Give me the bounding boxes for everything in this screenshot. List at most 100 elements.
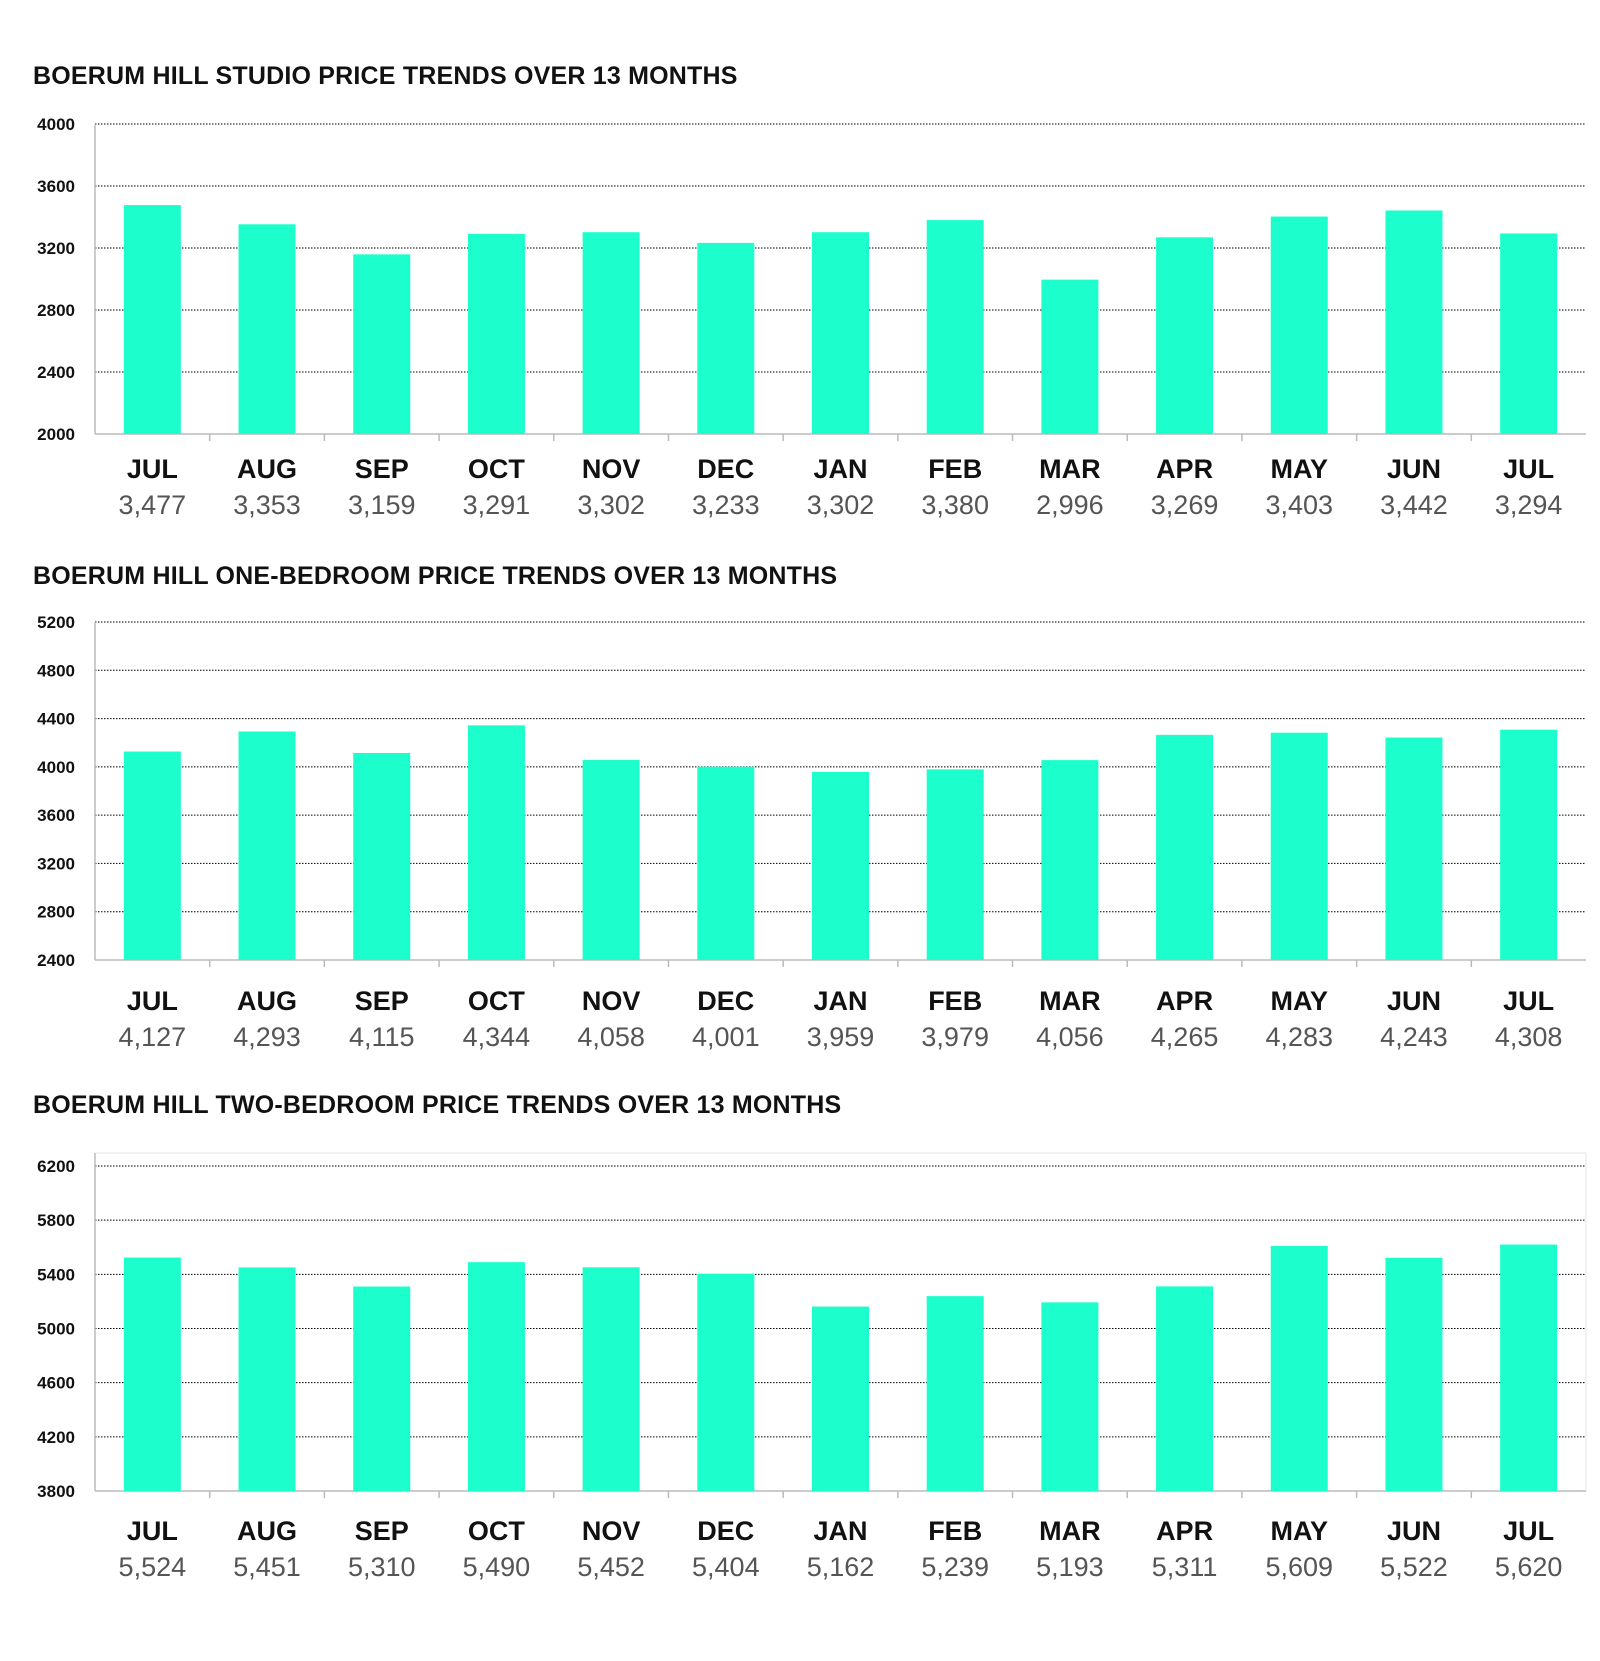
bar xyxy=(812,771,869,960)
bar xyxy=(1041,1302,1099,1491)
bar xyxy=(467,233,525,434)
bar xyxy=(1385,210,1443,434)
value-label: 5,404 xyxy=(692,1552,760,1582)
value-label: 3,302 xyxy=(807,490,875,520)
y-tick-label: 5200 xyxy=(37,613,75,632)
category-label: JUL xyxy=(127,986,178,1016)
category-label: FEB xyxy=(928,986,982,1016)
value-label: 4,056 xyxy=(1036,1022,1104,1052)
value-label: 4,265 xyxy=(1151,1022,1219,1052)
bar xyxy=(926,220,984,434)
value-label: 5,490 xyxy=(463,1552,531,1582)
category-label: FEB xyxy=(928,454,982,484)
value-label: 5,609 xyxy=(1265,1552,1333,1582)
category-label: MAR xyxy=(1039,1516,1101,1546)
value-label: 4,001 xyxy=(692,1022,760,1052)
bar xyxy=(238,224,296,434)
bar xyxy=(697,766,755,960)
category-label: MAY xyxy=(1271,454,1329,484)
bar xyxy=(582,232,640,434)
value-label: 5,310 xyxy=(348,1552,416,1582)
bar xyxy=(353,1286,411,1491)
bar xyxy=(1385,1257,1443,1491)
bar xyxy=(238,1267,296,1491)
bar xyxy=(123,1257,181,1491)
value-label: 5,522 xyxy=(1380,1552,1448,1582)
y-tick-label: 2400 xyxy=(37,951,75,970)
value-label: 3,442 xyxy=(1380,490,1448,520)
category-label: JUN xyxy=(1387,454,1441,484)
category-label: AUG xyxy=(237,1516,297,1546)
category-label: JAN xyxy=(813,986,867,1016)
bar xyxy=(1041,760,1099,960)
bar xyxy=(582,1267,640,1491)
bar xyxy=(926,1296,984,1491)
y-tick-label: 2000 xyxy=(37,425,75,444)
y-tick-label: 5800 xyxy=(37,1211,75,1230)
bar xyxy=(582,759,640,960)
category-label: APR xyxy=(1156,986,1213,1016)
value-label: 4,127 xyxy=(119,1022,187,1052)
value-label: 5,239 xyxy=(921,1552,989,1582)
value-label: 4,283 xyxy=(1265,1022,1333,1052)
category-label: AUG xyxy=(237,454,297,484)
value-label: 4,308 xyxy=(1495,1022,1563,1052)
y-tick-label: 4600 xyxy=(37,1374,75,1393)
bar xyxy=(1385,737,1443,960)
value-label: 3,302 xyxy=(577,490,645,520)
y-tick-label: 4000 xyxy=(37,758,75,777)
bar xyxy=(1500,233,1558,434)
bar xyxy=(1270,1246,1328,1491)
value-label: 4,058 xyxy=(577,1022,645,1052)
y-tick-label: 4000 xyxy=(37,115,75,134)
category-label: JUL xyxy=(127,1516,178,1546)
bar xyxy=(1156,734,1214,960)
category-label: FEB xyxy=(928,1516,982,1546)
y-tick-label: 3600 xyxy=(37,177,75,196)
category-label: MAR xyxy=(1039,454,1101,484)
bar xyxy=(812,232,869,434)
category-label: JUL xyxy=(1503,1516,1554,1546)
bar xyxy=(697,1273,755,1491)
value-label: 2,996 xyxy=(1036,490,1104,520)
bar xyxy=(123,751,181,960)
category-label: SEP xyxy=(355,1516,409,1546)
y-tick-label: 3200 xyxy=(37,239,75,258)
chart-plot: 6200 5800 5400 5000 4600 4200 3800 JUL 5,524 AUG 5… xyxy=(37,1152,1587,1582)
y-tick-label: 4200 xyxy=(37,1428,75,1447)
value-label: 4,293 xyxy=(233,1022,301,1052)
value-label: 5,193 xyxy=(1036,1552,1104,1582)
y-tick-label: 4800 xyxy=(37,661,75,680)
bar xyxy=(353,752,411,960)
category-label: OCT xyxy=(468,454,526,484)
value-label: 3,294 xyxy=(1495,490,1563,520)
value-label: 3,979 xyxy=(921,1022,989,1052)
y-tick-label: 2400 xyxy=(37,363,75,382)
value-label: 3,269 xyxy=(1151,490,1219,520)
category-label: JUL xyxy=(127,454,178,484)
value-label: 5,311 xyxy=(1152,1552,1218,1582)
category-label: AUG xyxy=(237,986,297,1016)
bar xyxy=(1270,732,1328,960)
category-label: JUL xyxy=(1503,986,1554,1016)
category-label: NOV xyxy=(582,1516,641,1546)
value-label: 3,477 xyxy=(119,490,187,520)
y-tick-label: 5000 xyxy=(37,1320,75,1339)
category-label: NOV xyxy=(582,454,641,484)
value-label: 3,353 xyxy=(233,490,301,520)
chart-title: BOERUM HILL STUDIO PRICE TRENDS OVER 13 … xyxy=(33,62,738,90)
bar xyxy=(467,725,525,960)
y-tick-label: 3200 xyxy=(37,854,75,873)
bar xyxy=(1270,216,1328,434)
value-label: 3,291 xyxy=(463,490,531,520)
category-label: JUL xyxy=(1503,454,1554,484)
bar xyxy=(353,254,411,434)
bar xyxy=(1041,279,1099,434)
y-tick-label: 5400 xyxy=(37,1265,75,1284)
y-tick-label: 3600 xyxy=(37,806,75,825)
category-label: SEP xyxy=(355,454,409,484)
bar xyxy=(1500,729,1558,960)
bar xyxy=(1156,237,1214,434)
category-label: MAY xyxy=(1271,1516,1329,1546)
value-label: 5,524 xyxy=(119,1552,187,1582)
